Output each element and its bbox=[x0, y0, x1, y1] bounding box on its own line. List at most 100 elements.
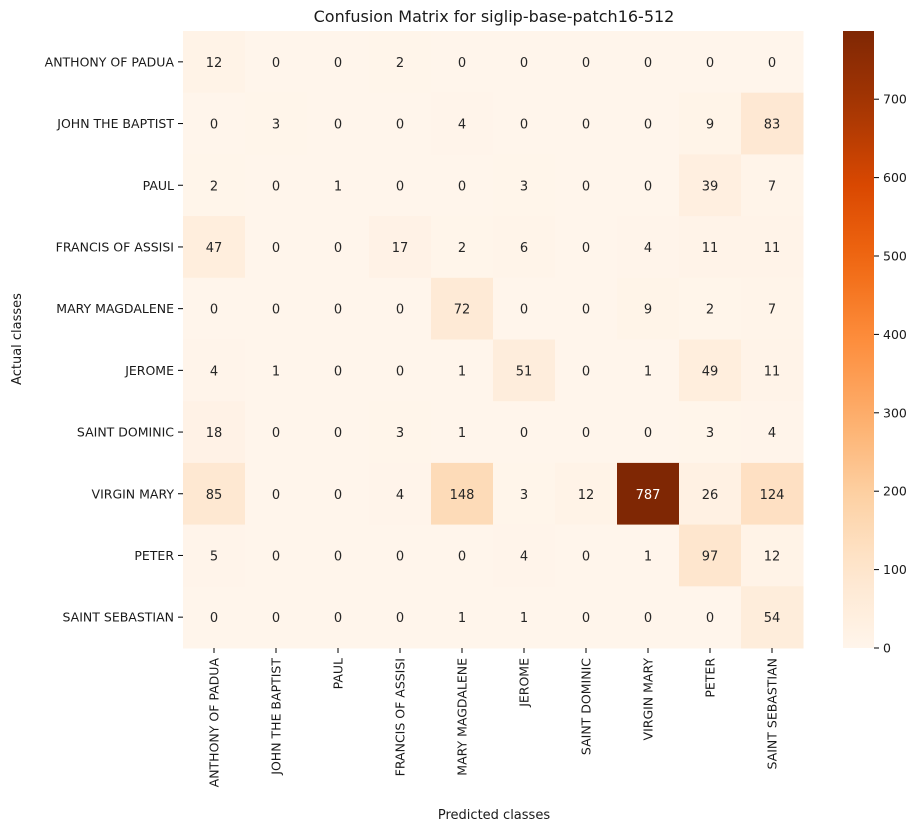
heatmap-cell bbox=[679, 154, 742, 217]
cell-value-label: 0 bbox=[334, 611, 342, 626]
cell-value-label: 2 bbox=[396, 56, 404, 71]
colorbar-tick-label: 100 bbox=[883, 562, 907, 577]
heatmap-cell bbox=[307, 586, 370, 649]
cell-value-label: 5 bbox=[210, 549, 218, 564]
cell-value-label: 4 bbox=[210, 364, 218, 379]
heatmap-cell bbox=[679, 462, 742, 526]
cell-value-label: 9 bbox=[706, 118, 714, 133]
heatmap-cell bbox=[245, 524, 308, 587]
cell-value-label: 0 bbox=[272, 56, 280, 71]
cell-value-label: 2 bbox=[210, 179, 218, 194]
heatmap-cell bbox=[617, 339, 680, 402]
heatmap-cell bbox=[183, 462, 246, 526]
colorbar: 0 100 200 300 400 500 600 700 bbox=[843, 31, 907, 656]
x-tick-label: MARY MAGDALENE bbox=[455, 658, 470, 776]
heatmap-cell bbox=[493, 92, 556, 155]
heatmap-cell bbox=[183, 339, 246, 402]
y-tick-label: FRANCIS OF ASSISI bbox=[56, 239, 174, 254]
cell-value-label: 7 bbox=[768, 303, 776, 318]
heatmap-cell bbox=[741, 524, 804, 587]
heatmap-cell bbox=[307, 277, 370, 340]
cell-value-label: 0 bbox=[582, 303, 590, 318]
cell-value-label: 0 bbox=[334, 364, 342, 379]
heatmap-cell bbox=[555, 31, 618, 94]
cell-value-label: 4 bbox=[644, 241, 652, 256]
y-tick-label: PETER bbox=[134, 548, 174, 563]
heatmap-cell bbox=[679, 586, 742, 649]
heatmap-cell bbox=[617, 216, 680, 279]
heatmap-cell bbox=[741, 216, 804, 279]
cell-value-label: 0 bbox=[272, 179, 280, 194]
cell-value-label: 1 bbox=[644, 364, 652, 379]
heatmap-cell bbox=[617, 586, 680, 649]
cell-value-label: 0 bbox=[272, 303, 280, 318]
y-tick-label: SAINT SEBASTIAN bbox=[63, 610, 174, 625]
heatmap-cell bbox=[493, 277, 556, 340]
heatmap-cell bbox=[679, 216, 742, 279]
cell-value-label: 1 bbox=[520, 611, 528, 626]
cell-value-label: 3 bbox=[520, 179, 528, 194]
cell-value-label: 1 bbox=[334, 179, 342, 194]
heatmap-cell bbox=[741, 401, 804, 464]
heatmap-cell bbox=[431, 401, 494, 464]
heatmap-cell bbox=[431, 339, 494, 402]
heatmap-cell bbox=[679, 277, 742, 340]
heatmap-cell bbox=[493, 524, 556, 587]
cell-value-label: 54 bbox=[764, 611, 781, 626]
cell-value-label: 0 bbox=[334, 118, 342, 133]
cell-value-label: 4 bbox=[520, 549, 528, 564]
heatmap-cell bbox=[617, 154, 680, 217]
cell-value-label: 0 bbox=[706, 56, 714, 71]
cell-value-label: 3 bbox=[396, 426, 404, 441]
cell-value-label: 0 bbox=[706, 611, 714, 626]
cell-value-label: 0 bbox=[272, 549, 280, 564]
heatmap-cell bbox=[183, 277, 246, 340]
x-tick-label: SAINT SEBASTIAN bbox=[765, 658, 780, 769]
cell-value-label: 3 bbox=[706, 426, 714, 441]
cell-value-label: 2 bbox=[706, 303, 714, 318]
cell-value-label: 0 bbox=[458, 549, 466, 564]
heatmap-cell bbox=[245, 462, 308, 526]
cell-value-label: 1 bbox=[458, 364, 466, 379]
cell-value-label: 0 bbox=[210, 611, 218, 626]
cell-value-label: 0 bbox=[334, 303, 342, 318]
heatmap-cell bbox=[617, 31, 680, 94]
cell-value-label: 6 bbox=[520, 241, 528, 256]
cell-value-label: 0 bbox=[210, 118, 218, 133]
heatmap-cell bbox=[369, 401, 432, 464]
heatmap-cell bbox=[369, 462, 432, 526]
cell-value-label: 4 bbox=[396, 488, 404, 503]
heatmap-cell bbox=[741, 92, 804, 155]
x-tick-label: VIRGIN MARY bbox=[641, 658, 656, 741]
heatmap-cell bbox=[617, 277, 680, 340]
cell-value-label: 1 bbox=[272, 364, 280, 379]
heatmap-cell bbox=[741, 462, 804, 526]
cell-value-label: 0 bbox=[582, 56, 590, 71]
cell-value-label: 11 bbox=[702, 241, 719, 256]
x-tick-label: FRANCIS OF ASSISI bbox=[393, 658, 408, 776]
cell-value-label: 1 bbox=[458, 611, 466, 626]
cell-value-label: 4 bbox=[768, 426, 776, 441]
cell-value-label: 0 bbox=[644, 179, 652, 194]
heatmap-cell bbox=[555, 154, 618, 217]
cell-value-label: 787 bbox=[636, 488, 661, 503]
colorbar-tick-label: 500 bbox=[883, 249, 907, 264]
heatmap-cell bbox=[431, 31, 494, 94]
cell-value-label: 0 bbox=[396, 364, 404, 379]
cell-value-label: 49 bbox=[702, 364, 719, 379]
heatmap-cell bbox=[493, 462, 556, 526]
heatmap-cell bbox=[617, 401, 680, 464]
x-tick-label: JOHN THE BAPTIST bbox=[269, 658, 284, 776]
cell-value-label: 0 bbox=[582, 364, 590, 379]
heatmap-cell bbox=[679, 31, 742, 94]
colorbar-gradient bbox=[843, 31, 874, 648]
heatmap-cell bbox=[431, 154, 494, 217]
heatmap-cell bbox=[245, 586, 308, 649]
cell-value-label: 12 bbox=[578, 488, 595, 503]
heatmap-cell bbox=[555, 216, 618, 279]
heatmap-cell bbox=[369, 31, 432, 94]
cell-value-label: 0 bbox=[582, 241, 590, 256]
cell-value-label: 0 bbox=[582, 611, 590, 626]
heatmap-cell bbox=[431, 277, 494, 340]
cell-value-label: 26 bbox=[702, 488, 719, 503]
